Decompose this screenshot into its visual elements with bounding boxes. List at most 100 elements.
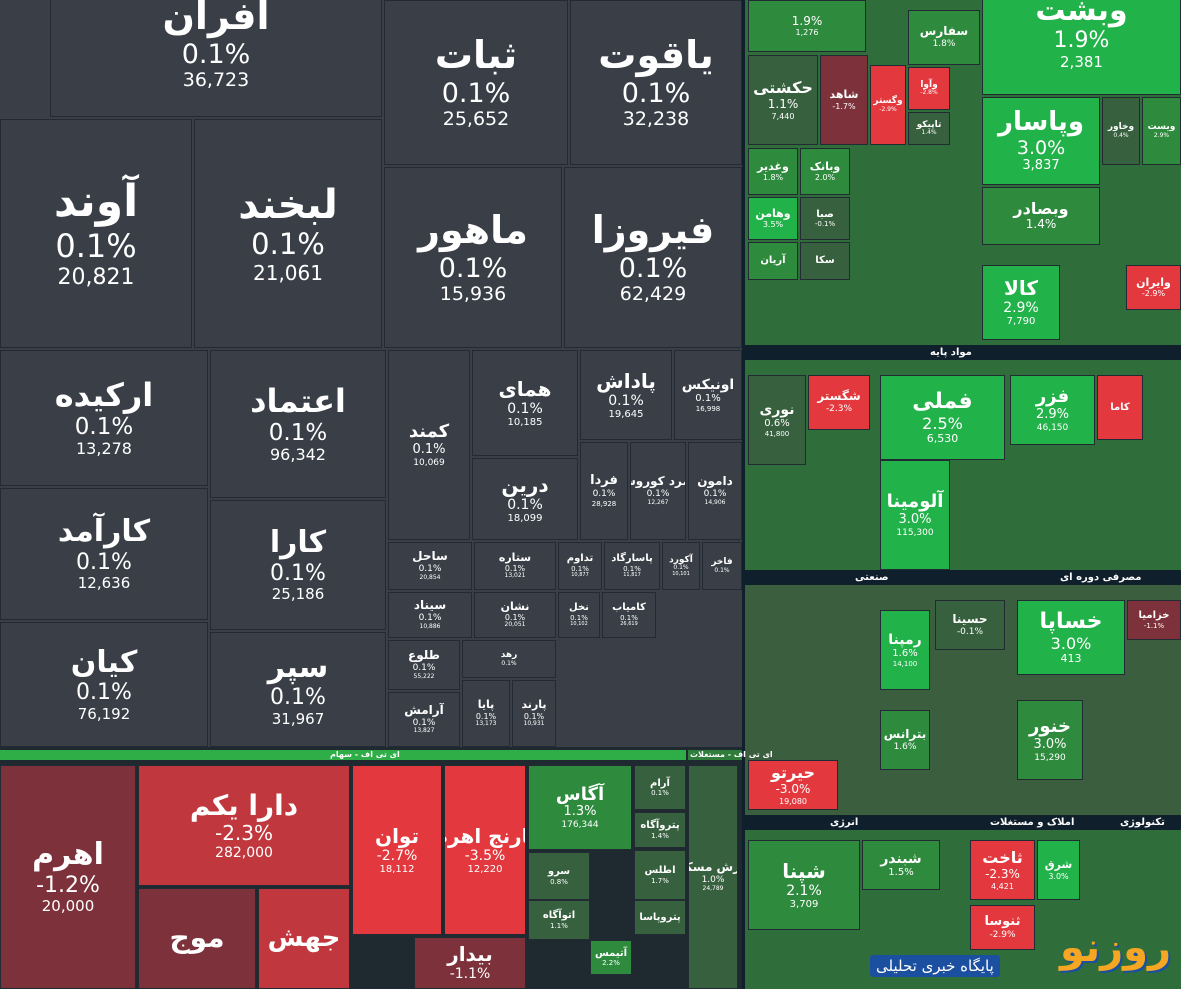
stock-tile: بیدار -1.1%: [414, 937, 526, 989]
stock-tile: ارزش مسکن1.0%24,789: [688, 765, 738, 989]
stock-tile: وبانک 2.0%: [800, 148, 850, 195]
stock-volume: 10,931: [523, 719, 545, 727]
stock-tile: شبندر 1.5%: [862, 840, 940, 890]
stock-volume: 16,998: [695, 404, 721, 413]
stock-change: 0.1%: [501, 659, 517, 667]
stock-tile: وخاور 0.4%: [1102, 97, 1140, 165]
stock-tile: همای 0.1% 10,185: [472, 350, 578, 456]
stock-change: 1.8%: [762, 173, 784, 183]
stock-change: 2.1%: [786, 882, 822, 899]
stock-name: شاهد: [829, 88, 859, 102]
stock-tile: خساپا 3.0% 413: [1017, 600, 1125, 675]
stock-name: فملی: [912, 389, 973, 415]
stock-tile: 1.9% 1,276: [748, 0, 866, 52]
stock-tile: تداوم 0.1% 10,877: [558, 542, 602, 590]
stock-name: سیناد: [413, 598, 447, 613]
stock-change: 0.1%: [412, 717, 436, 728]
stock-volume: 19,080: [779, 796, 807, 806]
stock-change: -2.7%: [376, 847, 418, 864]
stock-change: 2.9%: [1003, 300, 1039, 317]
stock-change: 0.1%: [570, 613, 588, 622]
stock-tile: ثنوسا -2.9%: [970, 905, 1035, 950]
stock-tile: ثاخت -2.3% 4,421: [970, 840, 1035, 900]
stock-change: 0.1%: [507, 400, 543, 417]
stock-tile: توان -2.7% 18,112: [352, 765, 442, 935]
stock-name: ارزش مسکن: [689, 860, 738, 875]
stock-name: خساپا: [1039, 609, 1103, 635]
stock-volume: 19,645: [608, 408, 644, 420]
stock-volume: 21,061: [253, 260, 323, 285]
stock-name: کارا: [269, 525, 327, 561]
stock-change: 1.5%: [888, 867, 914, 879]
stock-name: سفارس: [919, 24, 969, 39]
stock-name: رهد: [500, 650, 518, 661]
stock-change: 0.1%: [571, 564, 589, 573]
stock-tile: موج: [138, 888, 256, 989]
stock-change: 2.9%: [1153, 131, 1170, 139]
stock-change: 1.1%: [550, 921, 568, 930]
stock-tile: کاما: [1097, 375, 1143, 440]
stock-name: فاخر: [711, 557, 733, 568]
stock-volume: 10,069: [413, 457, 445, 468]
stock-name: خزامیا: [1138, 610, 1170, 622]
stock-tile: سپر 0.1% 31,967: [210, 632, 386, 747]
stock-tile: فملی 2.5% 6,530: [880, 375, 1005, 460]
stock-name: فردا: [590, 473, 618, 489]
stock-tile: نشان 0.1% 20,051: [474, 592, 556, 638]
stock-name: حکشتی: [753, 78, 813, 98]
stock-name: کامیاب: [612, 602, 646, 614]
stock-change: 0.4%: [1113, 131, 1129, 139]
watermark: روزنو پایگاه خبری تحلیلی: [870, 925, 1181, 989]
stock-change: 2.0%: [814, 173, 836, 183]
stock-change: 0.1%: [270, 685, 326, 711]
stock-volume: 41,800: [764, 429, 790, 438]
stock-volume: 32,238: [622, 107, 690, 130]
section-bar: [688, 750, 742, 760]
stock-volume: 3,709: [789, 898, 819, 910]
stock-name: ارکیده: [54, 376, 154, 415]
stock-tile: نخل 0.1% 10,102: [558, 592, 600, 638]
stock-tile: ساحل 0.1% 20,854: [388, 542, 472, 590]
stock-name: ماهور: [418, 208, 528, 253]
stock-volume: 4,421: [991, 881, 1014, 891]
stock-change: 0.1%: [438, 252, 508, 284]
stock-change: 2.5%: [922, 413, 963, 433]
stock-change: 0.1%: [695, 393, 721, 405]
stock-tile: اعتماد 0.1% 96,342: [210, 350, 386, 498]
stock-volume: 2,381: [1060, 52, 1103, 71]
stock-name: موج: [169, 921, 225, 955]
stock-name: وآوا: [920, 79, 938, 90]
stock-change: -2.3%: [214, 821, 274, 846]
stock-tile: سفارس 1.8%: [908, 10, 980, 65]
stock-name: آرامش: [404, 702, 444, 717]
stock-tile: سرو 0.8%: [528, 852, 590, 900]
stock-name: شگستر: [817, 389, 861, 404]
stock-tile: پتروآگاه 1.4%: [634, 812, 686, 848]
stock-change: 3.0%: [1033, 736, 1067, 752]
stock-tile: وپاسار 3.0% 3,837: [982, 97, 1100, 185]
stock-change: -3.5%: [464, 847, 506, 864]
stock-volume: 18,112: [379, 863, 415, 875]
stock-volume: 12,220: [467, 863, 503, 875]
stock-volume: 3,837: [1022, 158, 1060, 174]
stock-tile: آکورد 0.1% 10,101: [662, 542, 700, 590]
stock-name: ثنوسا: [984, 913, 1021, 929]
section-label: مصرفی دوره ای: [1060, 572, 1142, 583]
stock-tile: شگستر -2.3%: [808, 375, 870, 430]
stock-change: 0.1%: [418, 613, 442, 624]
stock-tile: حکشتی 1.1% 7,440: [748, 55, 818, 145]
stock-change: 0.1%: [618, 252, 688, 284]
stock-name: کیان: [70, 644, 138, 680]
stock-tile: ارکیده 0.1% 13,278: [0, 350, 208, 486]
stock-tile: ویست 2.9%: [1142, 97, 1181, 165]
stock-name: اتوآگاه: [542, 910, 576, 922]
stock-tile: فیروزا 0.1% 62,429: [564, 167, 742, 348]
stock-tile: اتوآگاه 1.1%: [528, 900, 590, 940]
stock-volume: 20,854: [419, 573, 441, 581]
stock-volume: 18,099: [507, 512, 543, 524]
stock-change: 0.1%: [608, 392, 644, 409]
stock-volume: 36,723: [182, 68, 250, 91]
stock-tile: پاسارگاد 0.1% 11,817: [604, 542, 660, 590]
stock-volume: 176,344: [561, 820, 599, 831]
stock-volume: 25,186: [271, 585, 325, 604]
